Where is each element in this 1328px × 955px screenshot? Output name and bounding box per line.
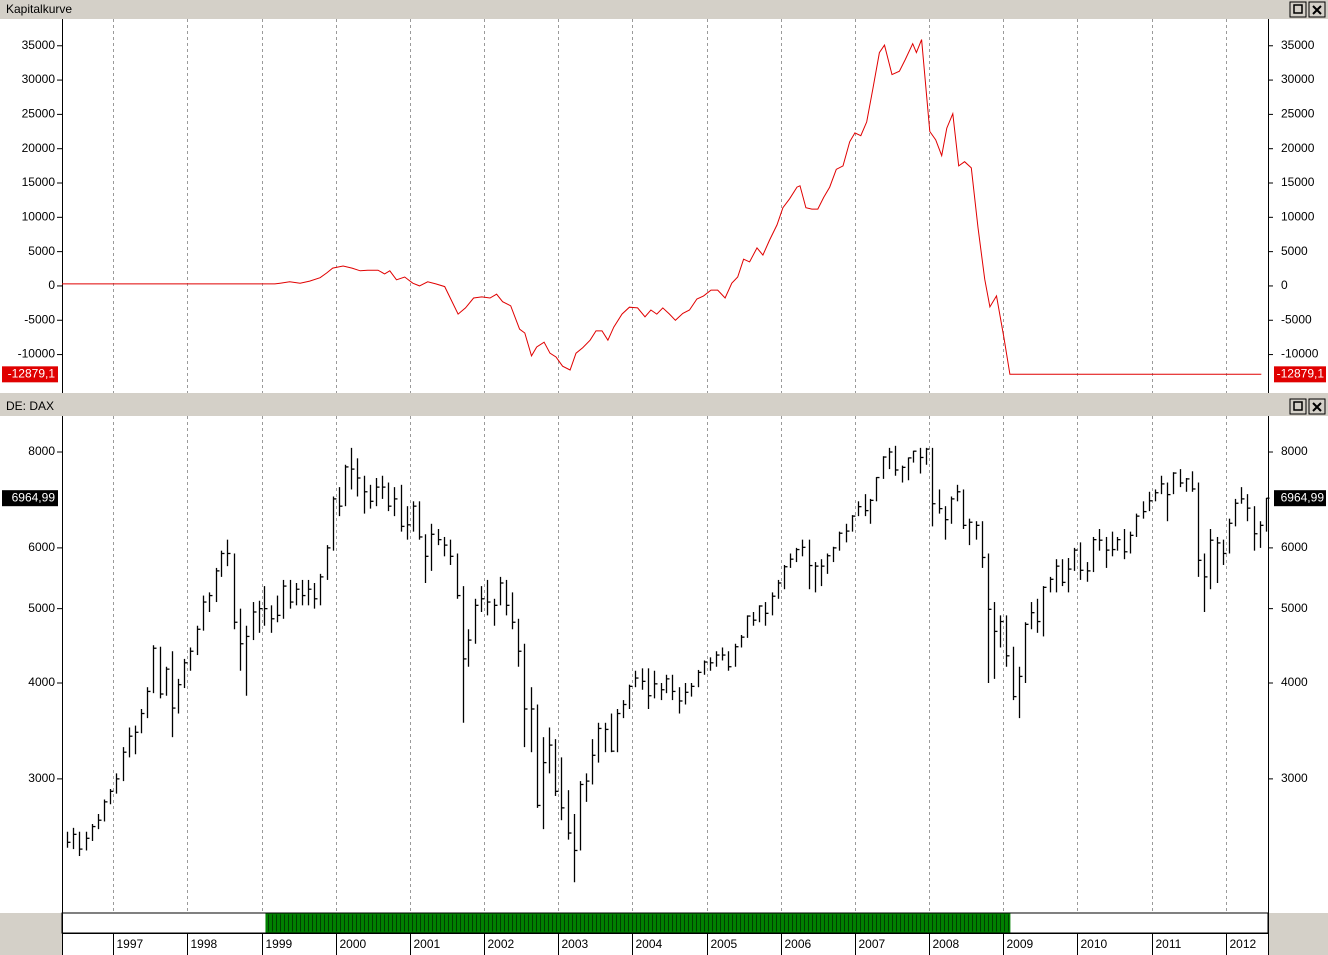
x-tick-label: 2011	[1156, 937, 1182, 951]
panel-background	[0, 416, 1328, 913]
y-tick-label: 5000	[1281, 244, 1308, 258]
y-tick-label: -5000	[1281, 312, 1312, 326]
y-tick-label: 5000	[1281, 601, 1308, 615]
last-value-label: -12879,1	[1277, 367, 1325, 381]
x-tick-label: 2007	[859, 937, 886, 951]
x-tick-label: 2005	[711, 937, 738, 951]
close-icon	[1312, 5, 1322, 15]
panel-title: DE: DAX	[6, 399, 54, 413]
panel-title: Kapitalkurve	[6, 2, 72, 16]
last-value-box	[1274, 366, 1326, 383]
maximize-icon	[1293, 4, 1303, 14]
y-tick-label: 20000	[22, 141, 56, 155]
y-tick-label: -10000	[1281, 347, 1319, 361]
y-tick-label: 35000	[22, 38, 56, 52]
y-tick-label: 8000	[1281, 444, 1308, 458]
x-tick-label: 2003	[562, 937, 589, 951]
y-tick-label: 4000	[1281, 675, 1308, 689]
x-tick-label: 2012	[1230, 937, 1257, 951]
last-value-label: 6964,99	[1281, 490, 1325, 504]
last-value-box	[1274, 490, 1326, 507]
y-tick-label: 10000	[22, 209, 56, 223]
x-tick-label: 2000	[340, 937, 367, 951]
y-tick-label: 4000	[28, 675, 55, 689]
panel-background	[0, 19, 1328, 393]
y-tick-label: 8000	[28, 444, 55, 458]
title-bar	[0, 0, 1328, 19]
y-tick-label: 35000	[1281, 38, 1315, 52]
x-tick-label: 2004	[636, 937, 663, 951]
y-tick-label: 20000	[1281, 141, 1315, 155]
last-value-label: -12879,1	[8, 367, 56, 381]
y-tick-label: 5000	[28, 601, 55, 615]
y-tick-label: 10000	[1281, 209, 1315, 223]
x-tick-label: 2002	[488, 937, 515, 951]
y-tick-label: 30000	[22, 72, 56, 86]
x-tick-label: 2010	[1081, 937, 1108, 951]
x-tick-label: 2009	[1007, 937, 1034, 951]
last-value-label: 6964,99	[12, 490, 56, 504]
y-tick-label: 25000	[1281, 107, 1315, 121]
y-tick-label: 6000	[1281, 540, 1308, 554]
x-tick-label: 1999	[266, 937, 293, 951]
y-tick-label: 25000	[22, 107, 56, 121]
close-icon	[1312, 402, 1322, 412]
y-tick-label: 3000	[1281, 771, 1308, 785]
y-tick-label: 0	[1281, 278, 1288, 292]
y-tick-label: 15000	[22, 175, 56, 189]
x-axis-background	[62, 933, 1268, 955]
y-tick-label: 3000	[28, 771, 55, 785]
y-tick-label: 30000	[1281, 72, 1315, 86]
y-tick-label: 0	[48, 278, 55, 292]
maximize-icon	[1293, 401, 1303, 411]
x-tick-label: 2008	[933, 937, 960, 951]
y-tick-label: 6000	[28, 540, 55, 554]
x-tick-label: 1997	[117, 937, 144, 951]
last-value-box	[2, 366, 58, 383]
y-tick-label: -10000	[18, 347, 56, 361]
last-value-box	[2, 490, 58, 507]
x-tick-label: 2006	[785, 937, 812, 951]
y-tick-label: 15000	[1281, 175, 1315, 189]
y-tick-label: 5000	[28, 244, 55, 258]
position-bar	[265, 913, 1011, 933]
title-bar	[0, 398, 1328, 416]
x-tick-label: 1998	[191, 937, 218, 951]
equity-line	[62, 39, 1262, 375]
x-tick-label: 2001	[414, 937, 441, 951]
y-tick-label: -5000	[24, 312, 55, 326]
